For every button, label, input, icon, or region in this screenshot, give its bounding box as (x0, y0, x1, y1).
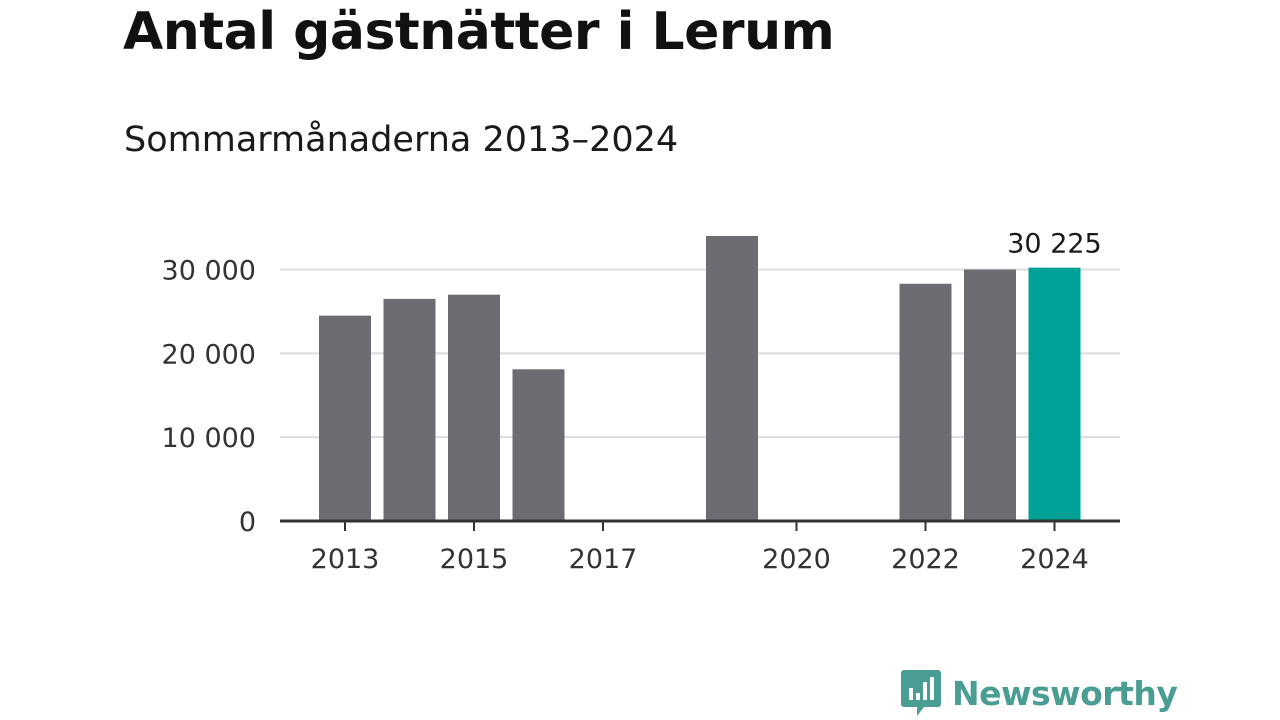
x-tick-label: 2015 (440, 544, 509, 575)
chart-subtitle: Sommarmånaderna 2013–2024 (124, 120, 679, 160)
bar (964, 269, 1016, 521)
x-tick-label: 2022 (891, 544, 960, 575)
chart-title: Antal gästnätter i Lerum (123, 2, 835, 62)
y-tick-label: 0 (239, 507, 256, 538)
y-tick-label: 10 000 (162, 423, 256, 454)
newsworthy-logo: Newsworthy (900, 668, 1178, 718)
bar (512, 369, 565, 521)
bar (706, 236, 758, 521)
labels: 0 10 000 20 000 30 000 30 225 2013 2015 2017 202… (162, 229, 1102, 575)
bar (319, 315, 371, 521)
bar (899, 283, 952, 521)
x-tick-label: 2020 (762, 544, 831, 575)
bars (319, 236, 1081, 521)
x-tick-label: 2017 (569, 544, 638, 575)
brand-name: Newsworthy (952, 673, 1178, 713)
y-tick-label: 20 000 (162, 339, 256, 370)
y-tick-label: 30 000 (162, 256, 256, 287)
newsworthy-bar-icon (901, 670, 941, 716)
x-tick-label: 2013 (311, 544, 380, 575)
bar (383, 298, 436, 521)
x-tick-label: 2024 (1020, 544, 1089, 575)
axes (280, 519, 1120, 531)
highlight-value-label: 30 225 (1007, 229, 1101, 260)
bar-highlight (1028, 267, 1081, 521)
bar (448, 294, 500, 521)
